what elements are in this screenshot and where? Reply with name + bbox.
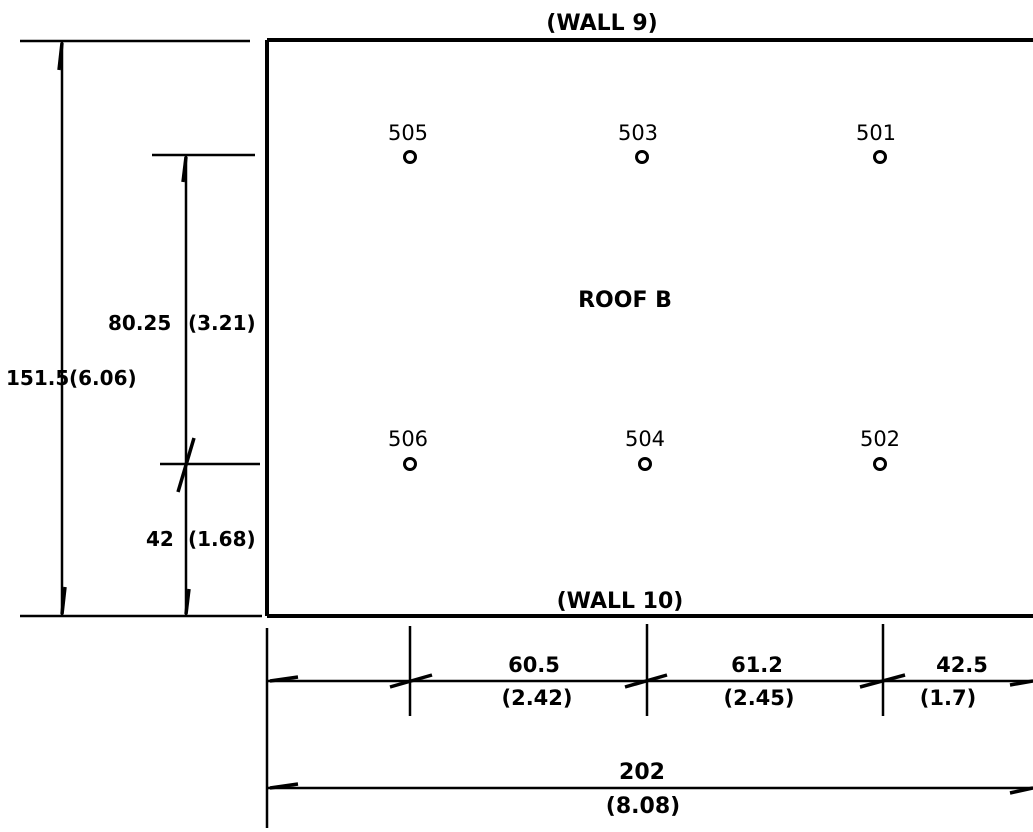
lower-height-metric: (1.68) [188,527,256,551]
span-2-value: 61.2 [731,653,783,677]
span-1-value: 60.5 [508,653,560,677]
span-2-metric: (2.45) [723,686,794,710]
point-marker-505 [403,150,417,164]
overall-height-arrow-top [57,42,64,71]
lower-height-arrow-bottom [184,588,191,615]
span-arrow-right [1009,679,1033,687]
upper-height-metric: (3.21) [188,311,256,335]
lower-height-value: 42 [146,527,174,551]
point-label-501: 501 [856,121,896,145]
upper-height-value: 80.25 [108,311,171,335]
wall-10-label: (WALL 10) [557,589,684,614]
span-tick-503 [624,673,668,689]
overall-height-arrow-bottom [60,586,67,615]
upper-height-arrow-top [181,156,188,183]
span-tick-505 [389,673,433,689]
vertical-dimensions: 151.5 (6.06) 80.25 (3.21) 42 (1.68) [6,39,262,618]
overall-width-metric: (8.08) [606,794,680,819]
horizontal-dimensions: 60.5 (2.42) 61.2 (2.45) 42.5 (1.7) 202 (… [265,624,1033,828]
point-marker-502 [873,457,887,471]
point-label-504: 504 [625,427,665,451]
span-tick-501 [859,673,906,689]
point-marker-503 [635,150,649,164]
overall-height-value: 151.5 [6,366,69,390]
point-marker-504 [638,457,652,471]
point-label-505: 505 [388,121,428,145]
overall-width-value: 202 [619,760,665,785]
overall-width-arrow-left [269,782,299,790]
span-3-metric: (1.7) [920,686,976,710]
mid-tick-lower-row [176,437,196,493]
span-arrow-left [269,675,299,683]
overall-height-metric: (6.06) [69,366,137,390]
span-1-metric: (2.42) [501,686,572,710]
overall-width-arrow-right [1009,786,1033,795]
roof-outline [265,38,1033,618]
point-label-503: 503 [618,121,658,145]
measurement-points: 505 503 501 506 504 502 [388,121,900,471]
span-3-value: 42.5 [936,653,988,677]
point-label-506: 506 [388,427,428,451]
wall-9-label: (WALL 9) [546,11,657,36]
point-marker-506 [403,457,417,471]
roof-label: ROOF B [578,288,672,313]
point-label-502: 502 [860,427,900,451]
point-marker-501 [873,150,887,164]
